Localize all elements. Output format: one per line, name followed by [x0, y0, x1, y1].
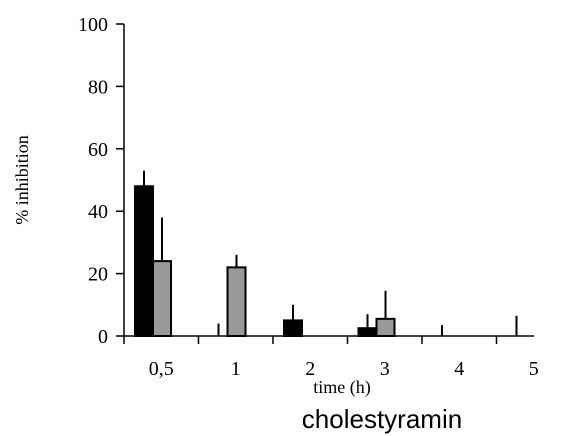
error-bars	[143, 170, 518, 336]
bars	[134, 185, 396, 338]
bar-series-1-3	[357, 327, 378, 338]
x-tick-label: 1	[231, 358, 241, 380]
x-tick-label: 5	[529, 358, 539, 380]
x-tick-label: 4	[454, 358, 464, 380]
x-tick-label: 2	[305, 358, 315, 380]
y-tick-label: 80	[88, 76, 108, 98]
bar-series-1-2	[283, 319, 303, 337]
y-axis-ticks: 0 20 40 60 80 100	[78, 14, 124, 348]
x-tick-label: 0,5	[149, 358, 174, 380]
y-tick-label: 60	[88, 139, 108, 161]
x-tick-label: 3	[380, 358, 390, 380]
y-tick-label: 0	[98, 326, 108, 348]
y-axis-title: % inhibition	[12, 135, 32, 225]
x-axis-title: time (h)	[313, 377, 370, 398]
y-tick-label: 100	[78, 14, 108, 36]
bar-series-2-1	[226, 266, 247, 337]
chart-caption: cholestyramin	[302, 404, 462, 434]
bar-series-2-3	[375, 317, 396, 337]
y-tick-label: 40	[88, 201, 108, 223]
y-tick-label: 20	[88, 264, 108, 286]
bar-series-2-0,5	[152, 260, 172, 337]
bar-series-1-0,5	[134, 185, 154, 337]
x-axis-ticks: 0,5 1 2 3 4 5	[123, 336, 539, 380]
